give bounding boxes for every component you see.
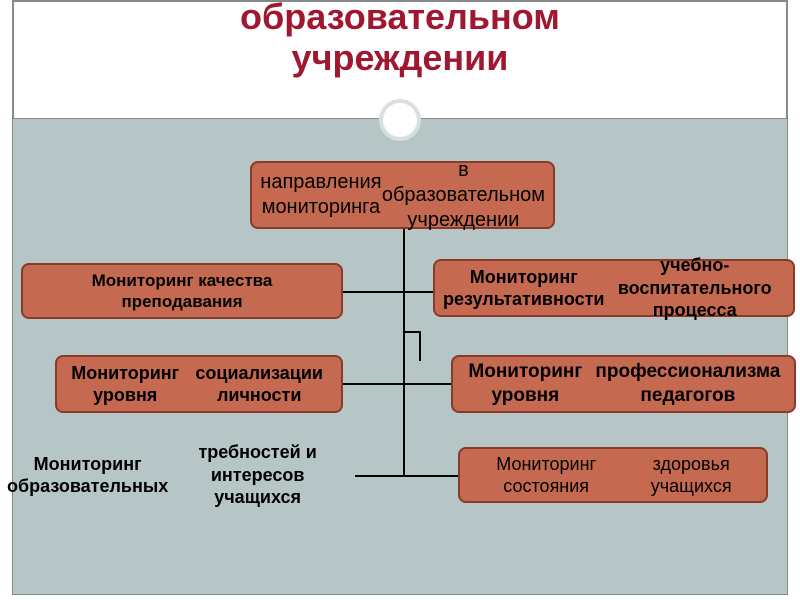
node-n6: Мониторинг состоянияздоровья учащихся [458, 447, 768, 503]
node-text-line: в образовательном учреждении [382, 158, 545, 233]
node-text-line: здоровья учащихся [624, 453, 758, 498]
connector [403, 383, 451, 385]
connector [343, 383, 403, 385]
node-text-line: направления мониторинга [260, 170, 382, 220]
node-text-line: Мониторинг уровня [65, 362, 185, 407]
node-text-line: требностей и интересов учащихся [168, 441, 347, 509]
slide-frame: образовательном учреждении направления м… [12, 0, 788, 595]
connector [343, 291, 403, 293]
divider-circle-icon [379, 99, 421, 141]
node-text-line: профессионализма педагогов [590, 360, 786, 408]
title-line-2: учреждении [292, 37, 509, 78]
diagram-area: направления мониторингав образовательном… [13, 121, 787, 594]
node-text-line: учебно-воспитательного процесса [604, 254, 785, 322]
node-n1: Мониторинг качества преподавания [21, 263, 343, 319]
node-n5: Мониторинг образовательныхтребностей и и… [0, 447, 355, 503]
connector [419, 331, 421, 361]
node-text-line: Мониторинг результативности [443, 266, 604, 311]
title-line-1: образовательном [240, 0, 560, 37]
node-n3: Мониторинг уровнясоциализации личности [55, 355, 343, 413]
connector [403, 475, 458, 477]
node-n2: Мониторинг результативностиучебно-воспит… [433, 259, 795, 317]
node-text-line: Мониторинг состояния [468, 453, 624, 498]
node-text-line: социализации личности [185, 362, 333, 407]
page-title: образовательном учреждении [240, 0, 560, 79]
connector [355, 475, 403, 477]
connector [403, 291, 433, 293]
connector [403, 229, 405, 475]
node-n4: Мониторинг уровняпрофессионализма педаго… [451, 355, 796, 413]
node-text-line: Мониторинг образовательных [7, 453, 168, 498]
node-text-line: Мониторинг качества преподавания [31, 270, 333, 313]
node-root: направления мониторингав образовательном… [250, 161, 555, 229]
connector [403, 331, 419, 333]
node-text-line: Мониторинг уровня [461, 360, 590, 408]
